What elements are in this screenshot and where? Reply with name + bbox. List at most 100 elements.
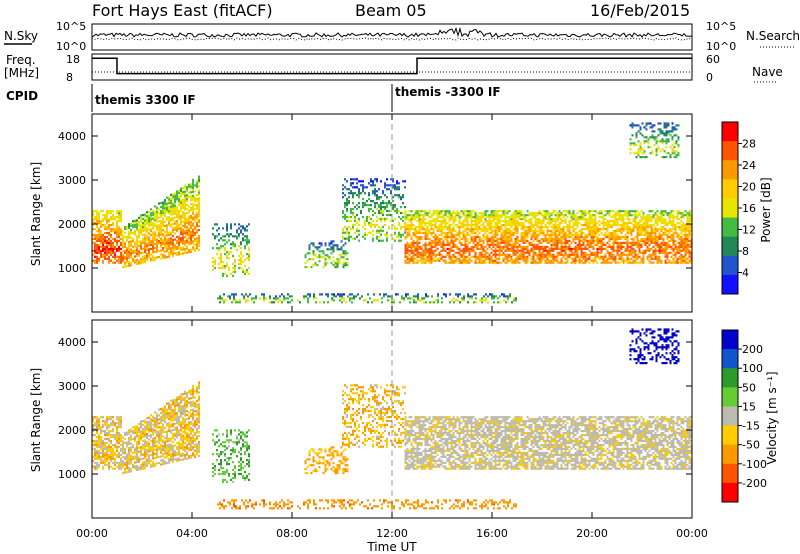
power-cell (472, 239, 475, 242)
power-cell (505, 301, 507, 304)
power-cell (344, 217, 346, 220)
power-cell (480, 218, 483, 221)
power-cell (396, 207, 398, 211)
power-cell (676, 216, 679, 219)
power-cell (184, 248, 186, 251)
power-cell (138, 240, 140, 243)
power-cell (600, 222, 603, 225)
power-cell (180, 229, 182, 232)
power-cell (516, 210, 519, 213)
power-cell (518, 245, 521, 248)
power-cell (134, 231, 136, 234)
power-cell (596, 243, 599, 246)
power-cell (644, 216, 647, 219)
power-cell (332, 256, 335, 259)
freq-unit: [MHz] (4, 66, 39, 80)
power-cell (232, 262, 234, 266)
power-cell (380, 206, 382, 209)
power-cell (632, 224, 635, 227)
power-cell (482, 224, 485, 227)
power-cell (468, 253, 471, 256)
power-cell (522, 241, 525, 244)
power-cell (574, 222, 577, 225)
power-cell (102, 210, 104, 213)
power-cell (346, 252, 349, 255)
power-cell (642, 241, 645, 244)
power-cell (94, 228, 96, 231)
power-cell (182, 214, 184, 217)
power-cell (642, 249, 645, 252)
power-cell (518, 212, 521, 215)
power-cell (190, 216, 192, 220)
power-cell (526, 235, 529, 239)
power-cell (236, 229, 238, 232)
power-cell (624, 210, 627, 213)
power-cell (668, 231, 671, 235)
power-cell (380, 211, 382, 215)
power-cell (450, 233, 453, 237)
power-cell (602, 233, 605, 237)
power-cell (654, 257, 657, 260)
power-cell (520, 212, 523, 215)
power-cell (488, 216, 491, 219)
power-cell (638, 251, 641, 254)
power-cell (190, 230, 192, 233)
power-cell (94, 247, 96, 250)
power-cell (498, 218, 501, 221)
power-cell (663, 126, 666, 129)
power-cell (618, 212, 621, 215)
power-cell (94, 237, 96, 241)
power-cell (242, 261, 244, 264)
power-cell (344, 237, 346, 240)
power-cell (590, 251, 593, 254)
power-cell (428, 222, 431, 225)
power-cell (682, 226, 685, 229)
power-cell (622, 241, 625, 244)
power-cell (524, 251, 527, 254)
power-cell (513, 297, 515, 300)
power-cell (428, 247, 431, 250)
power-cell (449, 301, 451, 304)
power-cell (184, 232, 186, 235)
power-cell (120, 261, 122, 264)
power-cell (660, 249, 663, 252)
power-cell (418, 222, 421, 225)
power-cell (238, 223, 240, 226)
power-cell (602, 259, 605, 262)
power-cell (214, 237, 216, 240)
power-cell (684, 235, 687, 239)
power-cell (112, 228, 114, 231)
power-cell (354, 219, 356, 222)
power-cell (417, 297, 419, 300)
power-cell (684, 214, 687, 217)
power-cell (522, 247, 525, 250)
power-cell (344, 250, 347, 253)
power-cell (464, 239, 467, 242)
power-cell (359, 297, 361, 300)
power-cell (600, 241, 603, 244)
power-cell (410, 245, 413, 248)
power-cell (196, 203, 198, 206)
power-cell (104, 226, 106, 229)
power-cell (600, 231, 603, 235)
power-cell (510, 237, 513, 241)
power-cell (508, 253, 511, 256)
power-cell (480, 239, 483, 242)
power-cell (564, 245, 567, 248)
power-cell (384, 194, 386, 197)
power-cell (416, 251, 419, 254)
power-cell (528, 243, 531, 246)
power-cell (184, 250, 186, 253)
power-cell (680, 243, 683, 246)
power-cell (319, 293, 321, 296)
power-cell (466, 226, 469, 229)
power-cell (154, 219, 156, 222)
power-cell (428, 255, 431, 258)
power-cell (460, 259, 463, 262)
power-cell (328, 242, 331, 245)
power-cell (494, 243, 497, 246)
power-cell (480, 237, 483, 241)
power-cell (457, 293, 459, 296)
power-cell (536, 257, 539, 260)
power-cell (653, 138, 656, 141)
